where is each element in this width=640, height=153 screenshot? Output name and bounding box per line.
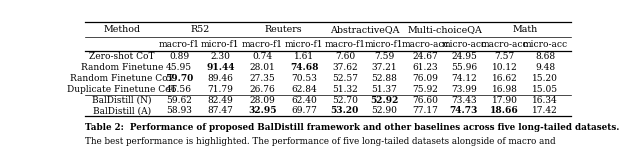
Text: macro-f1: macro-f1 (159, 40, 200, 49)
Text: 32.95: 32.95 (248, 106, 276, 116)
Text: 74.73: 74.73 (450, 106, 478, 116)
Text: BalDistill (N): BalDistill (N) (92, 96, 152, 105)
Text: 24.95: 24.95 (451, 52, 477, 61)
Text: 16.34: 16.34 (532, 96, 558, 105)
Text: macro-f1: macro-f1 (324, 40, 365, 49)
Text: 71.79: 71.79 (207, 85, 234, 94)
Text: micro-f1: micro-f1 (201, 40, 239, 49)
Text: 62.84: 62.84 (291, 85, 317, 94)
Text: AbstractiveQA: AbstractiveQA (330, 25, 399, 34)
Text: 16.98: 16.98 (492, 85, 518, 94)
Text: 59.62: 59.62 (166, 96, 192, 105)
Text: 87.47: 87.47 (207, 106, 234, 116)
Text: 45.95: 45.95 (166, 63, 192, 72)
Text: 28.09: 28.09 (250, 96, 275, 105)
Text: 51.37: 51.37 (371, 85, 397, 94)
Text: micro-acc: micro-acc (523, 40, 568, 49)
Text: 0.74: 0.74 (252, 52, 273, 61)
Text: 59.70: 59.70 (165, 74, 193, 83)
Text: macro-f1: macro-f1 (242, 40, 283, 49)
Text: Method: Method (104, 25, 141, 34)
Text: 28.01: 28.01 (250, 63, 275, 72)
Text: 58.93: 58.93 (166, 106, 192, 116)
Text: 74.12: 74.12 (451, 74, 477, 83)
Text: 52.88: 52.88 (371, 74, 397, 83)
Text: 61.23: 61.23 (412, 63, 438, 72)
Text: 62.40: 62.40 (291, 96, 317, 105)
Text: 15.05: 15.05 (532, 85, 558, 94)
Text: Random Finetune: Random Finetune (81, 63, 163, 72)
Text: 18.66: 18.66 (490, 106, 519, 116)
Text: Zero-shot CoT: Zero-shot CoT (90, 52, 155, 61)
Text: 17.42: 17.42 (532, 106, 558, 116)
Text: 46.56: 46.56 (166, 85, 192, 94)
Text: micro-acc: micro-acc (442, 40, 486, 49)
Text: 52.92: 52.92 (370, 96, 398, 105)
Text: macro-acc: macro-acc (481, 40, 529, 49)
Text: 74.68: 74.68 (290, 63, 319, 72)
Text: 7.60: 7.60 (335, 52, 355, 61)
Text: 15.20: 15.20 (532, 74, 558, 83)
Text: 9.48: 9.48 (535, 63, 556, 72)
Text: 1.61: 1.61 (294, 52, 314, 61)
Text: Random Finetune CoT: Random Finetune CoT (70, 74, 174, 83)
Text: 2.30: 2.30 (211, 52, 230, 61)
Text: 73.99: 73.99 (451, 85, 477, 94)
Text: 51.32: 51.32 (332, 85, 358, 94)
Text: 53.20: 53.20 (331, 106, 359, 116)
Text: 26.76: 26.76 (250, 85, 275, 94)
Text: 76.09: 76.09 (412, 74, 438, 83)
Text: The best performance is highlighted. The performance of five long-tailed dataset: The best performance is highlighted. The… (85, 137, 556, 146)
Text: 77.17: 77.17 (412, 106, 438, 116)
Text: 7.59: 7.59 (374, 52, 394, 61)
Text: 7.57: 7.57 (495, 52, 515, 61)
Text: 52.70: 52.70 (332, 96, 358, 105)
Text: 69.77: 69.77 (291, 106, 317, 116)
Text: 37.21: 37.21 (371, 63, 397, 72)
Text: 10.12: 10.12 (492, 63, 518, 72)
Text: 52.57: 52.57 (332, 74, 358, 83)
Text: Duplicate Finetune CoT: Duplicate Finetune CoT (67, 85, 177, 94)
Text: 89.46: 89.46 (207, 74, 234, 83)
Text: Reuters: Reuters (264, 25, 302, 34)
Text: 70.53: 70.53 (291, 74, 317, 83)
Text: BalDistill (A): BalDistill (A) (93, 106, 151, 116)
Text: 73.43: 73.43 (451, 96, 477, 105)
Text: 75.92: 75.92 (412, 85, 438, 94)
Text: 37.62: 37.62 (332, 63, 358, 72)
Text: R52: R52 (190, 25, 209, 34)
Text: 82.49: 82.49 (207, 96, 233, 105)
Text: 52.90: 52.90 (371, 106, 397, 116)
Text: Math: Math (512, 25, 538, 34)
Text: 8.68: 8.68 (535, 52, 556, 61)
Text: 55.96: 55.96 (451, 63, 477, 72)
Text: micro-f1: micro-f1 (365, 40, 403, 49)
Text: 0.89: 0.89 (169, 52, 189, 61)
Text: 91.44: 91.44 (206, 63, 235, 72)
Text: macro-acc: macro-acc (401, 40, 449, 49)
Text: 16.62: 16.62 (492, 74, 518, 83)
Text: micro-f1: micro-f1 (285, 40, 323, 49)
Text: Multi-choiceQA: Multi-choiceQA (407, 25, 482, 34)
Text: Table 2:  Performance of proposed BalDistill framework and other baselines acros: Table 2: Performance of proposed BalDist… (85, 123, 620, 132)
Text: 17.90: 17.90 (492, 96, 518, 105)
Text: 76.60: 76.60 (412, 96, 438, 105)
Text: 24.67: 24.67 (412, 52, 438, 61)
Text: 27.35: 27.35 (250, 74, 275, 83)
